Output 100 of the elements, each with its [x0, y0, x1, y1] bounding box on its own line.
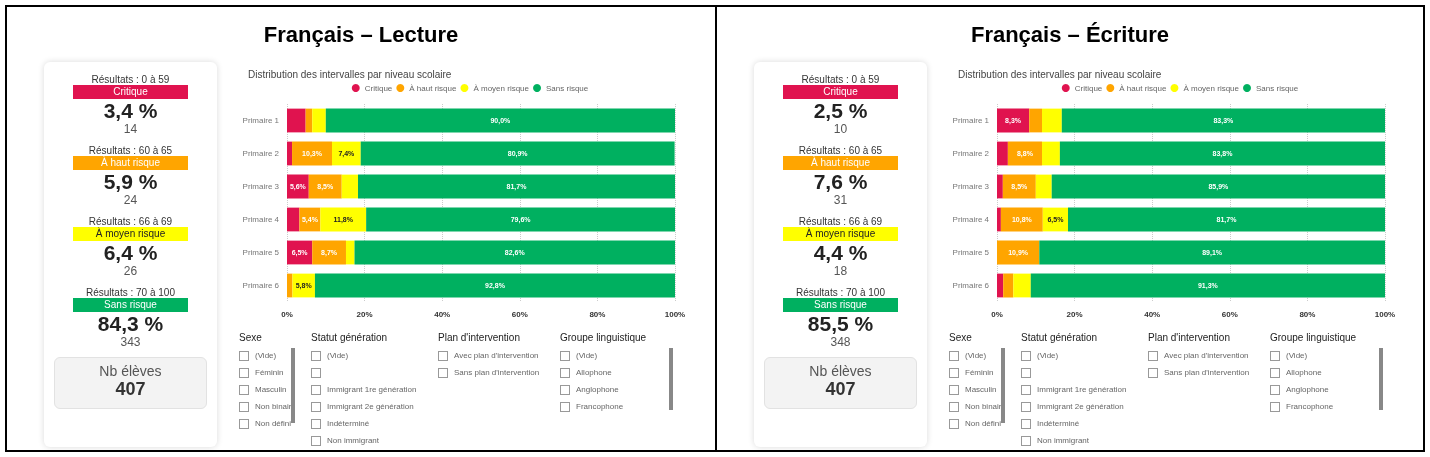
- x-tick-label: 20%: [1066, 309, 1083, 319]
- category-label: Sans risque: [73, 298, 188, 312]
- text: Féminin: [965, 368, 994, 377]
- text: Non immigrant: [1037, 436, 1090, 445]
- data-label: 348: [829, 335, 852, 349]
- y-tick-label: Primaire 6: [952, 281, 990, 290]
- category-label: Sans risque: [783, 298, 898, 312]
- text: (Vide): [1037, 351, 1059, 360]
- text: Avec plan d'intervention: [454, 351, 539, 360]
- x-tick-label: 100%: [664, 309, 686, 319]
- category-label: Critique: [73, 85, 188, 99]
- text: Non immigrant: [327, 436, 380, 445]
- text: Non binair: [255, 402, 292, 411]
- text: Résultats : 60 à 65: [87, 145, 174, 156]
- data-label: 85,5 %: [806, 312, 875, 336]
- text: (Vide): [965, 351, 987, 360]
- text: Sans plan d'intervention: [1164, 368, 1250, 377]
- data-label: 26: [122, 264, 139, 278]
- chart-subtitle: Distribution des intervalles par niveau scolaire: [958, 68, 1162, 80]
- text: Non défini: [255, 419, 292, 428]
- data-label: 343: [119, 335, 142, 349]
- category-label: À moyen risque: [73, 227, 188, 241]
- text: 407: [825, 379, 856, 399]
- legend-label: À haut risque: [1119, 83, 1167, 93]
- x-tick-label: 40%: [1144, 309, 1161, 319]
- text: Nb élèves: [808, 362, 873, 379]
- y-tick-label: Primaire 2: [242, 149, 280, 158]
- text: 407: [115, 379, 146, 399]
- y-tick-label: Primaire 3: [952, 182, 990, 191]
- data-label: 4,4 %: [812, 241, 869, 265]
- x-tick-label: 60%: [1221, 309, 1238, 319]
- text: Immigrant 1re génération: [327, 385, 417, 394]
- data-label: 14: [122, 122, 139, 136]
- x-tick-label: 40%: [434, 309, 451, 319]
- x-tick-label: 80%: [589, 309, 606, 319]
- legend-label: Sans risque: [1256, 83, 1299, 93]
- text: Résultats : 66 à 69: [797, 216, 884, 227]
- x-tick-label: 0%: [991, 309, 1003, 319]
- y-tick-label: Primaire 1: [242, 116, 280, 125]
- y-tick-label: Primaire 5: [952, 248, 990, 257]
- chart-title: Français – Lecture: [262, 22, 460, 48]
- data-label: 5,9 %: [102, 170, 159, 194]
- text: Résultats : 0 à 59: [800, 74, 881, 85]
- y-tick-label: Primaire 4: [952, 215, 990, 224]
- text: Plan d'intervention: [438, 332, 521, 343]
- legend-label: Critique: [1074, 83, 1103, 93]
- category-label: À haut risque: [783, 156, 898, 170]
- text: Résultats : 60 à 65: [797, 145, 884, 156]
- text: Allophone: [576, 368, 612, 377]
- text: Féminin: [255, 368, 284, 377]
- data-label: 10: [832, 122, 849, 136]
- text: Anglophone: [576, 385, 619, 394]
- data-label: 2,5 %: [812, 99, 869, 123]
- text: Non binair: [965, 402, 1002, 411]
- data-label: 3,4 %: [102, 99, 159, 123]
- legend-label: À moyen risque: [473, 83, 530, 93]
- text: Indéterminé: [1037, 419, 1080, 428]
- legend-label: À haut risque: [409, 83, 457, 93]
- text: Résultats : 0 à 59: [90, 74, 171, 85]
- text: Immigrant 2e génération: [1037, 402, 1124, 411]
- text: Résultats : 66 à 69: [87, 216, 174, 227]
- legend-label: Sans risque: [546, 83, 589, 93]
- text: Masculin: [255, 385, 287, 394]
- text: Masculin: [965, 385, 997, 394]
- data-label: 24: [122, 193, 139, 207]
- data-label: 31: [832, 193, 849, 207]
- y-tick-label: Primaire 1: [952, 116, 990, 125]
- chart-title: Français – Écriture: [969, 22, 1171, 48]
- text: Francophone: [1286, 402, 1334, 411]
- x-tick-label: 20%: [356, 309, 373, 319]
- text: Résultats : 70 à 100: [795, 287, 886, 298]
- text: Non défini: [965, 419, 1002, 428]
- x-tick-label: 100%: [1374, 309, 1396, 319]
- text: Anglophone: [1286, 385, 1329, 394]
- data-label: 18: [832, 264, 849, 278]
- category-label: Critique: [783, 85, 898, 99]
- x-tick-label: 60%: [511, 309, 528, 319]
- category-label: À moyen risque: [783, 227, 898, 241]
- x-tick-label: 0%: [281, 309, 293, 319]
- text: Francophone: [576, 402, 624, 411]
- text: Résultats : 70 à 100: [85, 287, 176, 298]
- y-tick-label: Primaire 6: [242, 281, 280, 290]
- text: Sexe: [949, 332, 973, 343]
- text: (Vide): [1286, 351, 1308, 360]
- text: Nb élèves: [98, 362, 163, 379]
- data-label: 6,4 %: [102, 241, 159, 265]
- y-tick-label: Primaire 5: [242, 248, 280, 257]
- data-label: 7,6 %: [812, 170, 869, 194]
- text: Statut génération: [1021, 332, 1099, 343]
- text: Sexe: [239, 332, 263, 343]
- text: Sans plan d'intervention: [454, 368, 540, 377]
- data-label: 84,3 %: [96, 312, 165, 336]
- legend-label: Critique: [364, 83, 393, 93]
- y-tick-label: Primaire 3: [242, 182, 280, 191]
- text: Allophone: [1286, 368, 1322, 377]
- x-tick-label: 80%: [1299, 309, 1316, 319]
- text: Immigrant 1re génération: [1037, 385, 1127, 394]
- chart-subtitle: Distribution des intervalles par niveau scolaire: [248, 68, 452, 80]
- text: Statut génération: [311, 332, 389, 343]
- text: Groupe linguistique: [1270, 332, 1357, 343]
